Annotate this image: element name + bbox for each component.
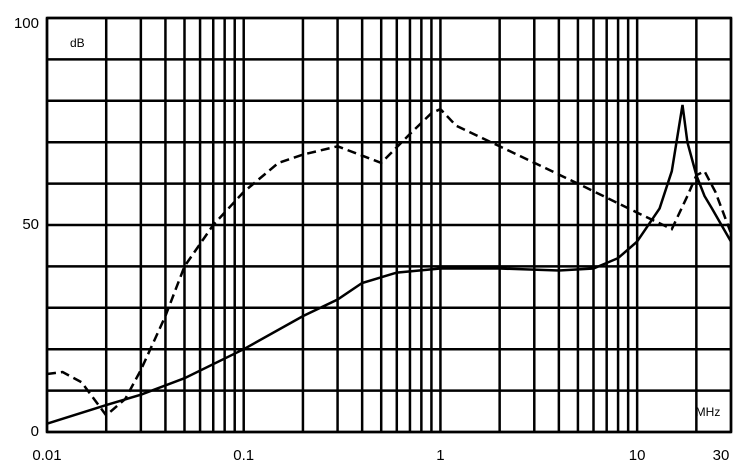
x-tick-label: 1 [436, 447, 444, 464]
y-tick-label: 50 [22, 216, 39, 233]
y-tick-label: 100 [14, 15, 39, 32]
series-line [46, 104, 733, 425]
x-tick-label: 0.1 [233, 447, 254, 464]
y-tick-label: 0 [31, 423, 39, 440]
x-tick-label: 30 [713, 447, 730, 464]
y-axis-label: dB [70, 36, 85, 50]
x-tick-label: 0.01 [32, 447, 61, 464]
plot-frame [45, 16, 733, 434]
series-line [46, 107, 733, 418]
x-axis-label: MHz [696, 405, 721, 419]
x-tick-label: 10 [629, 447, 646, 464]
